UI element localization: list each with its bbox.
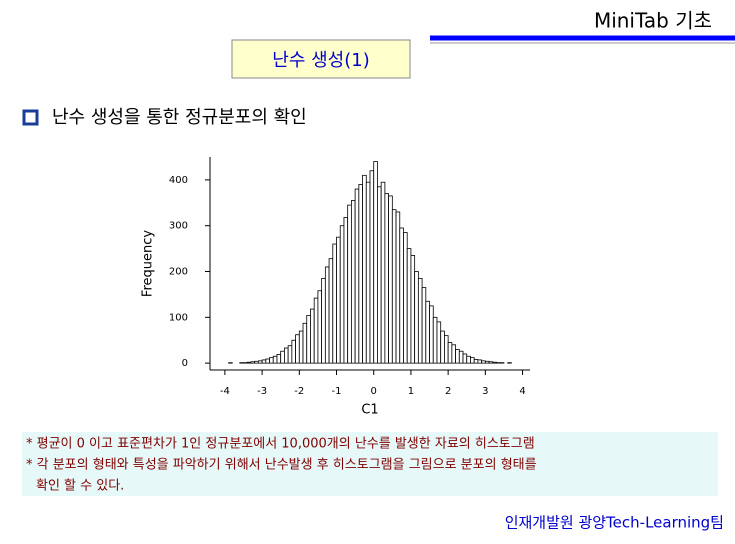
bar [292, 340, 296, 363]
bar [426, 301, 430, 363]
x-tick-label: -1 [332, 386, 342, 397]
bar [407, 249, 411, 364]
bar [262, 360, 266, 363]
x-tick-label: -4 [220, 386, 230, 397]
section-title: 난수 생성(1) [272, 50, 369, 71]
bar [489, 362, 493, 363]
bar [396, 212, 400, 363]
bar [403, 233, 407, 364]
bar [482, 361, 486, 363]
bar [493, 362, 497, 363]
bar [325, 267, 329, 363]
bar [418, 278, 422, 363]
bar [355, 189, 359, 363]
bar [340, 226, 344, 363]
y-axis-label: Frequency [141, 230, 156, 297]
bar [284, 348, 288, 363]
bar [273, 356, 277, 363]
bar [422, 288, 426, 364]
bar [377, 187, 381, 363]
note-line: * 각 분포의 형태와 특성을 파악하기 위해서 난수발생 후 히스토그램을 그… [26, 458, 537, 473]
bar [381, 182, 385, 363]
bar [374, 162, 378, 364]
bar [255, 361, 259, 363]
x-tick-label: 4 [519, 386, 525, 397]
bullet-icon [24, 111, 37, 124]
bar [366, 182, 370, 363]
bar [348, 205, 352, 363]
bar [314, 298, 318, 363]
slide-title: MiniTab 기초 [594, 9, 712, 33]
bar [296, 335, 300, 363]
bar [441, 331, 445, 363]
bar [310, 309, 314, 363]
bar [363, 175, 367, 363]
bar [344, 217, 348, 363]
y-tick-label: 100 [169, 312, 188, 323]
bar [333, 244, 337, 363]
bar [456, 349, 460, 363]
bar [411, 255, 415, 363]
x-axis-label: C1 [361, 403, 378, 418]
y-tick-label: 0 [182, 358, 188, 369]
bar [459, 351, 463, 363]
bar [452, 345, 456, 363]
bar [437, 322, 441, 363]
y-tick-label: 300 [169, 221, 188, 232]
bar [329, 259, 333, 363]
bar [258, 361, 262, 363]
x-tick-label: 2 [445, 386, 451, 397]
bar [299, 331, 303, 363]
bar [277, 354, 281, 363]
x-tick-label: 3 [482, 386, 488, 397]
x-tick-label: -2 [294, 386, 304, 397]
bar [392, 210, 396, 363]
bar [478, 360, 482, 363]
bar [370, 171, 374, 363]
note-line: * 평균이 0 이고 표준편차가 1인 정규분포에서 10,000개의 난수를 … [26, 437, 535, 452]
histogram: 0 100 200 300 400 -4 -3 -2 -1 0 1 2 3 4 C1 Frequency [141, 157, 531, 418]
bar [444, 336, 448, 363]
bar [270, 358, 274, 363]
bar [389, 196, 393, 363]
x-tick-label: -3 [257, 386, 267, 397]
x-tick-label: 0 [371, 386, 377, 397]
bar [288, 346, 292, 363]
bar [351, 201, 355, 364]
bar [251, 362, 255, 363]
bar [463, 354, 467, 363]
bar [266, 359, 270, 363]
bar [307, 315, 311, 363]
bar [359, 184, 363, 363]
bar [281, 351, 285, 363]
bar [415, 272, 419, 364]
bar [400, 228, 404, 363]
y-tick-label: 200 [169, 267, 188, 278]
bar [385, 194, 389, 363]
bar [303, 323, 307, 363]
bar [474, 359, 478, 363]
y-tick-label: 400 [169, 175, 188, 186]
bar [467, 356, 471, 363]
bullet-text: 난수 생성을 통한 정규분포의 확인 [52, 107, 307, 128]
bar [337, 237, 341, 363]
x-tick-label: 1 [408, 386, 414, 397]
bar [470, 358, 474, 363]
bar [433, 317, 437, 363]
bar [322, 278, 326, 363]
bar [318, 291, 322, 363]
bar [430, 306, 434, 363]
bar [247, 362, 251, 363]
note-line: 확인 할 수 있다. [36, 479, 124, 494]
bar [448, 343, 452, 364]
bar [485, 361, 489, 363]
footer: 인재개발원 광양Tech-Learning팀 [505, 514, 724, 532]
